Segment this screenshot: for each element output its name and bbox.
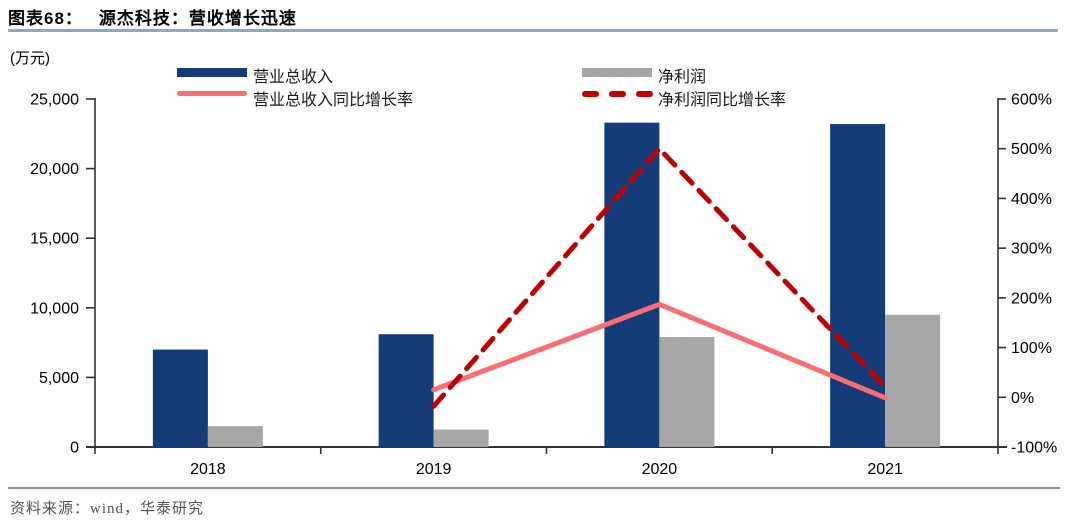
title-underline: [8, 29, 1058, 32]
bar-net-profit-2020: [659, 337, 715, 447]
bar-net-profit-2019: [433, 429, 489, 447]
left-axis-unit-label: (万元): [10, 50, 50, 67]
right-axis-tick-label: 0%: [1011, 390, 1034, 407]
net-profit-growth-line: [431, 146, 888, 409]
right-axis-tick-label: 600%: [1011, 92, 1052, 109]
legend-label-net-profit: 净利润: [658, 69, 707, 86]
right-axis-tick-label: 500%: [1011, 141, 1052, 158]
legend-swatch-revenue-growth: [177, 91, 247, 96]
left-axis-tick-label: 25,000: [30, 92, 79, 109]
x-axis-label: 2018: [190, 461, 226, 478]
right-axis-tick-label: 300%: [1011, 241, 1052, 258]
figure-label: 图表68：: [8, 9, 83, 28]
bar-revenue-2020: [604, 122, 660, 447]
legend-swatch-net-profit-growth-dash: [582, 91, 599, 97]
left-axis-tick-label: 5,000: [39, 370, 79, 387]
left-axis-tick-label: 15,000: [30, 231, 79, 248]
legend-label-net-profit-growth: 净利润同比增长率: [658, 92, 787, 109]
x-axis-label: 2021: [867, 461, 903, 478]
footer-divider: [8, 487, 1060, 489]
left-axis-tick-label: 10,000: [30, 300, 79, 317]
bar-revenue-2019: [378, 334, 434, 447]
bar-revenue-2018: [152, 349, 208, 447]
figure-title: 图表68： 源杰科技：营收增长迅速: [8, 4, 297, 29]
bar-revenue-2021: [830, 124, 886, 447]
legend-swatch-revenue: [177, 68, 247, 77]
x-axis-label: 2019: [416, 461, 452, 478]
right-axis-tick-label: 100%: [1011, 340, 1052, 357]
right-axis-tick-label: 400%: [1011, 191, 1052, 208]
bar-net-profit-2018: [207, 426, 263, 447]
x-axis-label: 2020: [642, 461, 678, 478]
right-axis-tick-label: -100%: [1011, 440, 1057, 457]
legend-label-revenue-growth: 营业总收入同比增长率: [253, 92, 414, 109]
revenue-growth-line: [431, 301, 888, 401]
legend-swatch-net-profit-growth-dash: [609, 91, 626, 97]
source-note: 资料来源：wind，华泰研究: [10, 501, 205, 517]
legend-label-revenue: 营业总收入: [253, 69, 334, 86]
right-axis-tick-label: 200%: [1011, 290, 1052, 307]
left-axis-tick-label: 0: [70, 440, 79, 457]
left-axis-tick-label: 20,000: [30, 161, 79, 178]
legend-swatch-net-profit: [582, 68, 652, 77]
legend-swatch-net-profit-growth-dash: [636, 91, 653, 97]
figure-title-text: 源杰科技：营收增长迅速: [98, 9, 297, 28]
bar-net-profit-2021: [885, 314, 941, 447]
